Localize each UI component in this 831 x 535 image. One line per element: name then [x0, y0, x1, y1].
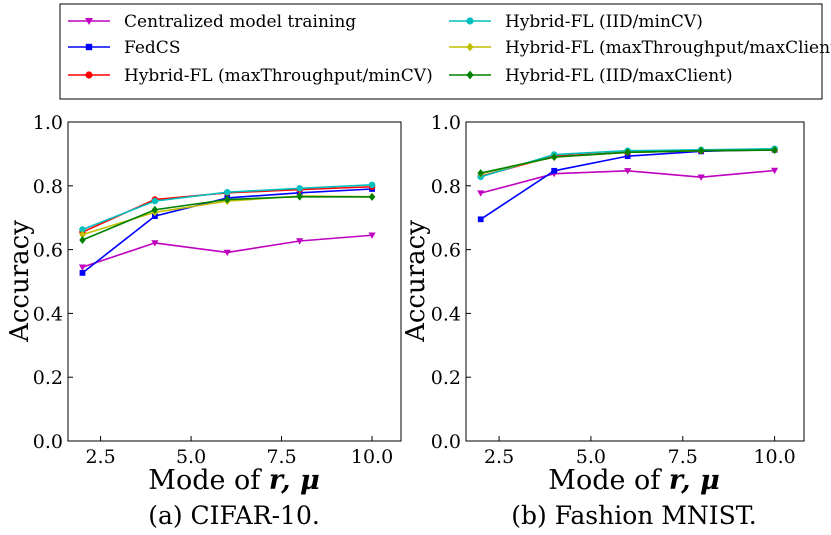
- panel-b-point-centralized: [624, 168, 632, 175]
- panel-b-point-centralized: [477, 190, 485, 197]
- panel-b-point-hfl_iid_maxclient: [624, 148, 631, 157]
- panel-a-point-centralized: [78, 264, 87, 271]
- panel-a-ytick-label: 0.2: [33, 367, 63, 389]
- panel-b: 2.5 5.0 7.5 10.0 0.0 0.2 0.4 0.6 0.8 1.0 Accuracy…: [401, 112, 805, 530]
- panel-a-point-centralized: [151, 240, 159, 247]
- panel-b-point-hfl_iid_maxclient: [697, 146, 705, 155]
- panel-a-point-hfl_iid_maxclient: [224, 195, 231, 204]
- legend-marker-hfl_iid_maxclient: [466, 70, 474, 80]
- legend-label-hfl_maxtp_maxclient: Hybrid-FL (maxThroughput/maxClient): [505, 38, 831, 58]
- panel-a-point-hfl_iid_mincv: [79, 226, 86, 233]
- panel-a-point-fedcs: [79, 270, 86, 276]
- legend-marker-fedcs: [85, 43, 93, 51]
- panel-b-point-centralized: [771, 167, 779, 175]
- panel-a-ytick-label: 1.0: [33, 112, 63, 134]
- panel-b-ytick-label: 0.0: [431, 431, 461, 453]
- panel-a-point-hfl_iid_maxclient: [368, 193, 376, 201]
- panel-a-ytick-label: 0.6: [33, 240, 63, 262]
- panel-a-point-centralized: [223, 249, 231, 257]
- panel-b-ylabel: Accuracy: [401, 220, 431, 343]
- panel-a-point-hfl_iid_maxclient: [151, 205, 159, 214]
- panel-b-point-hfl_iid_maxclient: [477, 169, 484, 177]
- panel-a-ytick-label: 0.0: [33, 431, 63, 453]
- panel-b-xtick-label: 7.5: [668, 446, 698, 468]
- panel-a-caption: (a) CIFAR-10.: [148, 501, 320, 530]
- panel-a-point-hfl_iid_maxclient: [79, 236, 86, 244]
- panel-b-xtick-label: 5.0: [576, 446, 606, 468]
- panel-b-point-hfl_iid_maxclient: [771, 146, 778, 155]
- panel-b-point-hfl_iid_maxclient: [550, 153, 558, 162]
- legend-label-hfl_maxtp_mincv: Hybrid-FL (maxThroughput/minCV): [124, 66, 433, 86]
- panel-a-xtick-label: 10.0: [351, 446, 393, 468]
- legend-marker-hfl_maxtp_mincv: [85, 71, 93, 79]
- panel-a-xtick-label: 7.5: [266, 446, 296, 468]
- legend: Centralized model training FedCS Hybrid-FL…: [59, 3, 831, 100]
- panel-a-xlabel: Mode of r, μ: [148, 465, 319, 496]
- legend-label-hfl_iid_maxclient: Hybrid-FL (IID/maxClient): [505, 66, 733, 86]
- panel-b-axes-frame: [465, 121, 805, 442]
- panel-b-ytick-label: 0.8: [431, 176, 461, 198]
- panel-a-xtick-label: 5.0: [176, 446, 206, 468]
- panel-b-ytick-label: 0.2: [431, 367, 461, 389]
- panel-a-point-hfl_iid_mincv: [224, 188, 231, 196]
- panel-a-xtick-label: 2.5: [85, 446, 115, 468]
- panel-b-ytick-label: 0.6: [431, 240, 461, 262]
- legend-marker-hfl_iid_mincv: [466, 17, 474, 25]
- panel-b-caption: (b) Fashion MNIST.: [511, 501, 756, 530]
- legend-frame: [59, 3, 823, 100]
- panel-a-point-centralized: [296, 238, 304, 245]
- legend-marker-hfl_maxtp_maxclient: [466, 42, 474, 52]
- legend-label-hfl_iid_mincv: Hybrid-FL (IID/minCV): [505, 12, 703, 32]
- panel-a-point-hfl_iid_mincv: [296, 185, 303, 192]
- panel-a: 2.5 5.0 7.5 10.0 0.0 0.2 0.4 0.6 0.8 1.0 Accuracy…: [5, 112, 402, 530]
- legend-label-fedcs: FedCS: [124, 38, 180, 58]
- legend-marker-centralized: [85, 18, 93, 25]
- panel-a-ytick-label: 0.4: [33, 303, 63, 325]
- panel-b-xtick-label: 2.5: [484, 446, 514, 468]
- panel-b-ytick-label: 1.0: [431, 112, 461, 134]
- panel-b-xlabel: Mode of r, μ: [548, 465, 719, 496]
- panel-a-ylabel: Accuracy: [5, 220, 35, 343]
- panel-a-axes-frame: [67, 121, 402, 442]
- panel-a-point-hfl_iid_mincv: [151, 197, 159, 205]
- panel-a-point-hfl_maxtp_maxclient: [79, 230, 86, 239]
- panel-a-ytick-label: 0.8: [33, 176, 63, 198]
- panel-b-point-fedcs: [477, 216, 484, 223]
- panel-b-xtick-label: 10.0: [753, 446, 795, 468]
- panel-b-series-line-fedcs: [480, 148, 775, 220]
- panel-a-point-hfl_iid_mincv: [368, 181, 376, 189]
- legend-label-centralized: Centralized model training: [124, 12, 356, 32]
- panel-b-ytick-label: 0.4: [431, 303, 461, 325]
- panel-a-point-centralized: [368, 232, 376, 239]
- panel-a-point-hfl_iid_maxclient: [296, 192, 303, 201]
- panel-b-point-centralized: [697, 174, 705, 181]
- panel-b-point-fedcs: [551, 167, 558, 174]
